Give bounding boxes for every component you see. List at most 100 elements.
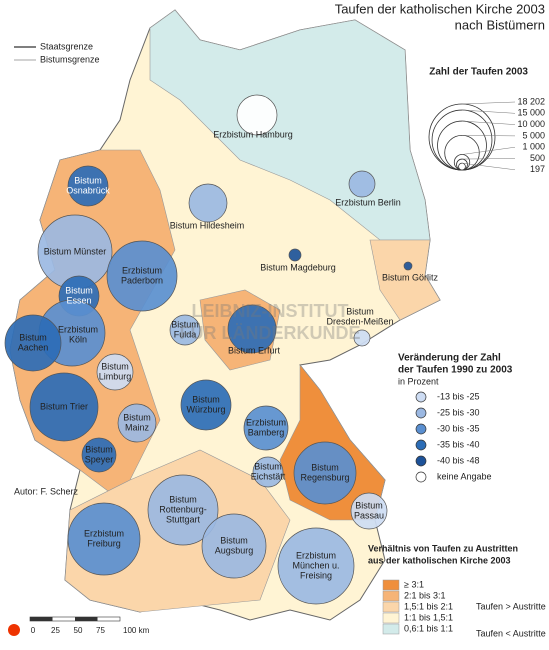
ratio-label: 0,6:1 bis 1:1 [404, 623, 453, 633]
change-label: -40 bis -48 [437, 455, 480, 465]
ratio-swatch [382, 579, 400, 591]
diocese-label: Bistum [192, 394, 220, 404]
diocese-label: Stuttgart [166, 514, 201, 524]
diocese-circle [81, 437, 117, 473]
ratio-legend-title: aus der katholischen Kirche 2003 [368, 555, 511, 565]
diocese-label: Erzbistum [122, 265, 162, 275]
size-legend-label: 197 [530, 164, 545, 174]
diocese-circle [67, 502, 141, 576]
diocese-circle [4, 314, 62, 372]
diocese-label: Dresden-Meißen [326, 316, 393, 326]
diocese-label: Bistum Münster [44, 246, 107, 256]
diocese-label: Würzburg [186, 404, 225, 414]
scale-label: 100 km [123, 626, 150, 635]
diocese-label: Erzbistum [58, 324, 98, 334]
diocese-label: Erzbistum Berlin [335, 197, 401, 207]
diocese-label: Freiburg [87, 538, 121, 548]
size-legend-label: 1 000 [522, 142, 545, 152]
leader [461, 101, 516, 105]
diocese-label: Essen [66, 295, 91, 305]
ratio-swatch [382, 590, 400, 602]
diocese-label: Bistum [171, 319, 199, 329]
diocese-label: Bistum [346, 306, 374, 316]
size-legend-circle [458, 162, 466, 171]
ratio-swatch [382, 612, 400, 624]
diocese-label: Bistum [123, 412, 151, 422]
diocese-label: München u. [292, 560, 339, 570]
diocese-label: Erzbistum [246, 417, 286, 427]
leader [461, 162, 516, 171]
diocese-circle [350, 492, 388, 530]
leader [461, 146, 516, 155]
author: Autor: F. Scherz [14, 486, 79, 496]
diocese-circle [29, 372, 99, 442]
change-legend-unit: in Prozent [398, 376, 439, 386]
size-legend-title: Zahl der Taufen 2003 [429, 67, 528, 78]
scale-label: 25 [51, 626, 60, 635]
diocese-circle [277, 527, 355, 605]
diocese-label: Paderborn [121, 275, 163, 285]
change-label: -30 bis -35 [437, 423, 480, 433]
change-swatch [415, 391, 427, 403]
ratio-label: ≥ 3:1 [404, 579, 424, 589]
diocese-circle [252, 456, 284, 488]
diocese-label: Bistum Görlitz [382, 272, 439, 282]
diocese-label: Erzbistum Hamburg [213, 129, 293, 139]
diocese-circle [353, 329, 371, 347]
size-legend-label: 15 000 [517, 108, 545, 118]
diocese-label: Bistum [220, 535, 248, 545]
diocese-label: Fulda [174, 329, 197, 339]
change-label: -35 bis -40 [437, 439, 480, 449]
diocese-circle [227, 304, 277, 354]
scale-bar [75, 617, 98, 621]
size-legend-label: 5 000 [522, 130, 545, 140]
subtitle: nach Bistümern [455, 17, 545, 32]
change-swatch [415, 471, 427, 483]
boundary-label: Bistumsgrenze [40, 54, 100, 64]
diocese-circle [67, 165, 109, 207]
diocese-circle [188, 183, 228, 223]
boundary-label: Staatsgrenze [40, 41, 93, 51]
diocese-label: Bistum [355, 500, 383, 510]
diocese-label: Bistum [65, 285, 93, 295]
diocese-label: Bistum Magdeburg [260, 262, 336, 272]
leader [461, 120, 516, 125]
change-swatch [415, 455, 427, 467]
diocese-label: Regensburg [300, 472, 349, 482]
diocese-circle [348, 170, 376, 198]
diocese-label: Bistum [169, 494, 197, 504]
diocese-label: Bistum Trier [40, 401, 88, 411]
change-swatch [415, 439, 427, 451]
diocese-label: Rottenburg- [159, 504, 207, 514]
ratio-label: 1,5:1 bis 2:1 [404, 601, 453, 611]
scale-bar [30, 617, 53, 621]
diocese-circle [106, 240, 178, 312]
diocese-label: Mainz [125, 422, 150, 432]
size-legend-label: 500 [530, 153, 545, 163]
diocese-label: Augsburg [215, 545, 254, 555]
change-legend-title: der Taufen 1990 zu 2003 [398, 365, 513, 376]
change-label: -25 bis -30 [437, 407, 480, 417]
diocese-circle [403, 261, 413, 271]
diocese-circle [96, 353, 134, 391]
diocese-circle [293, 441, 357, 505]
ratio-group: Taufen < Austritte [476, 628, 546, 638]
change-label: -13 bis -25 [437, 391, 480, 401]
ratio-label: 1:1 bis 1,5:1 [404, 612, 453, 622]
diocese-label: Limburg [99, 371, 132, 381]
diocese-label: Bistum [74, 175, 102, 185]
diocese-label: Bamberg [248, 427, 285, 437]
diocese-label: Osnabrück [66, 185, 110, 195]
diocese-label: Bistum [101, 361, 129, 371]
diocese-label: Erzbistum [296, 550, 336, 560]
change-swatch [415, 407, 427, 419]
diocese-label: Bistum [85, 444, 113, 454]
watermark: LEIBNIZ-INSTITUT [192, 301, 349, 321]
change-swatch [415, 423, 427, 435]
scale-label: 50 [74, 626, 83, 635]
scale-label: 75 [96, 626, 105, 635]
diocese-label: Köln [69, 334, 87, 344]
change-legend-title: Veränderung der Zahl [398, 353, 501, 364]
